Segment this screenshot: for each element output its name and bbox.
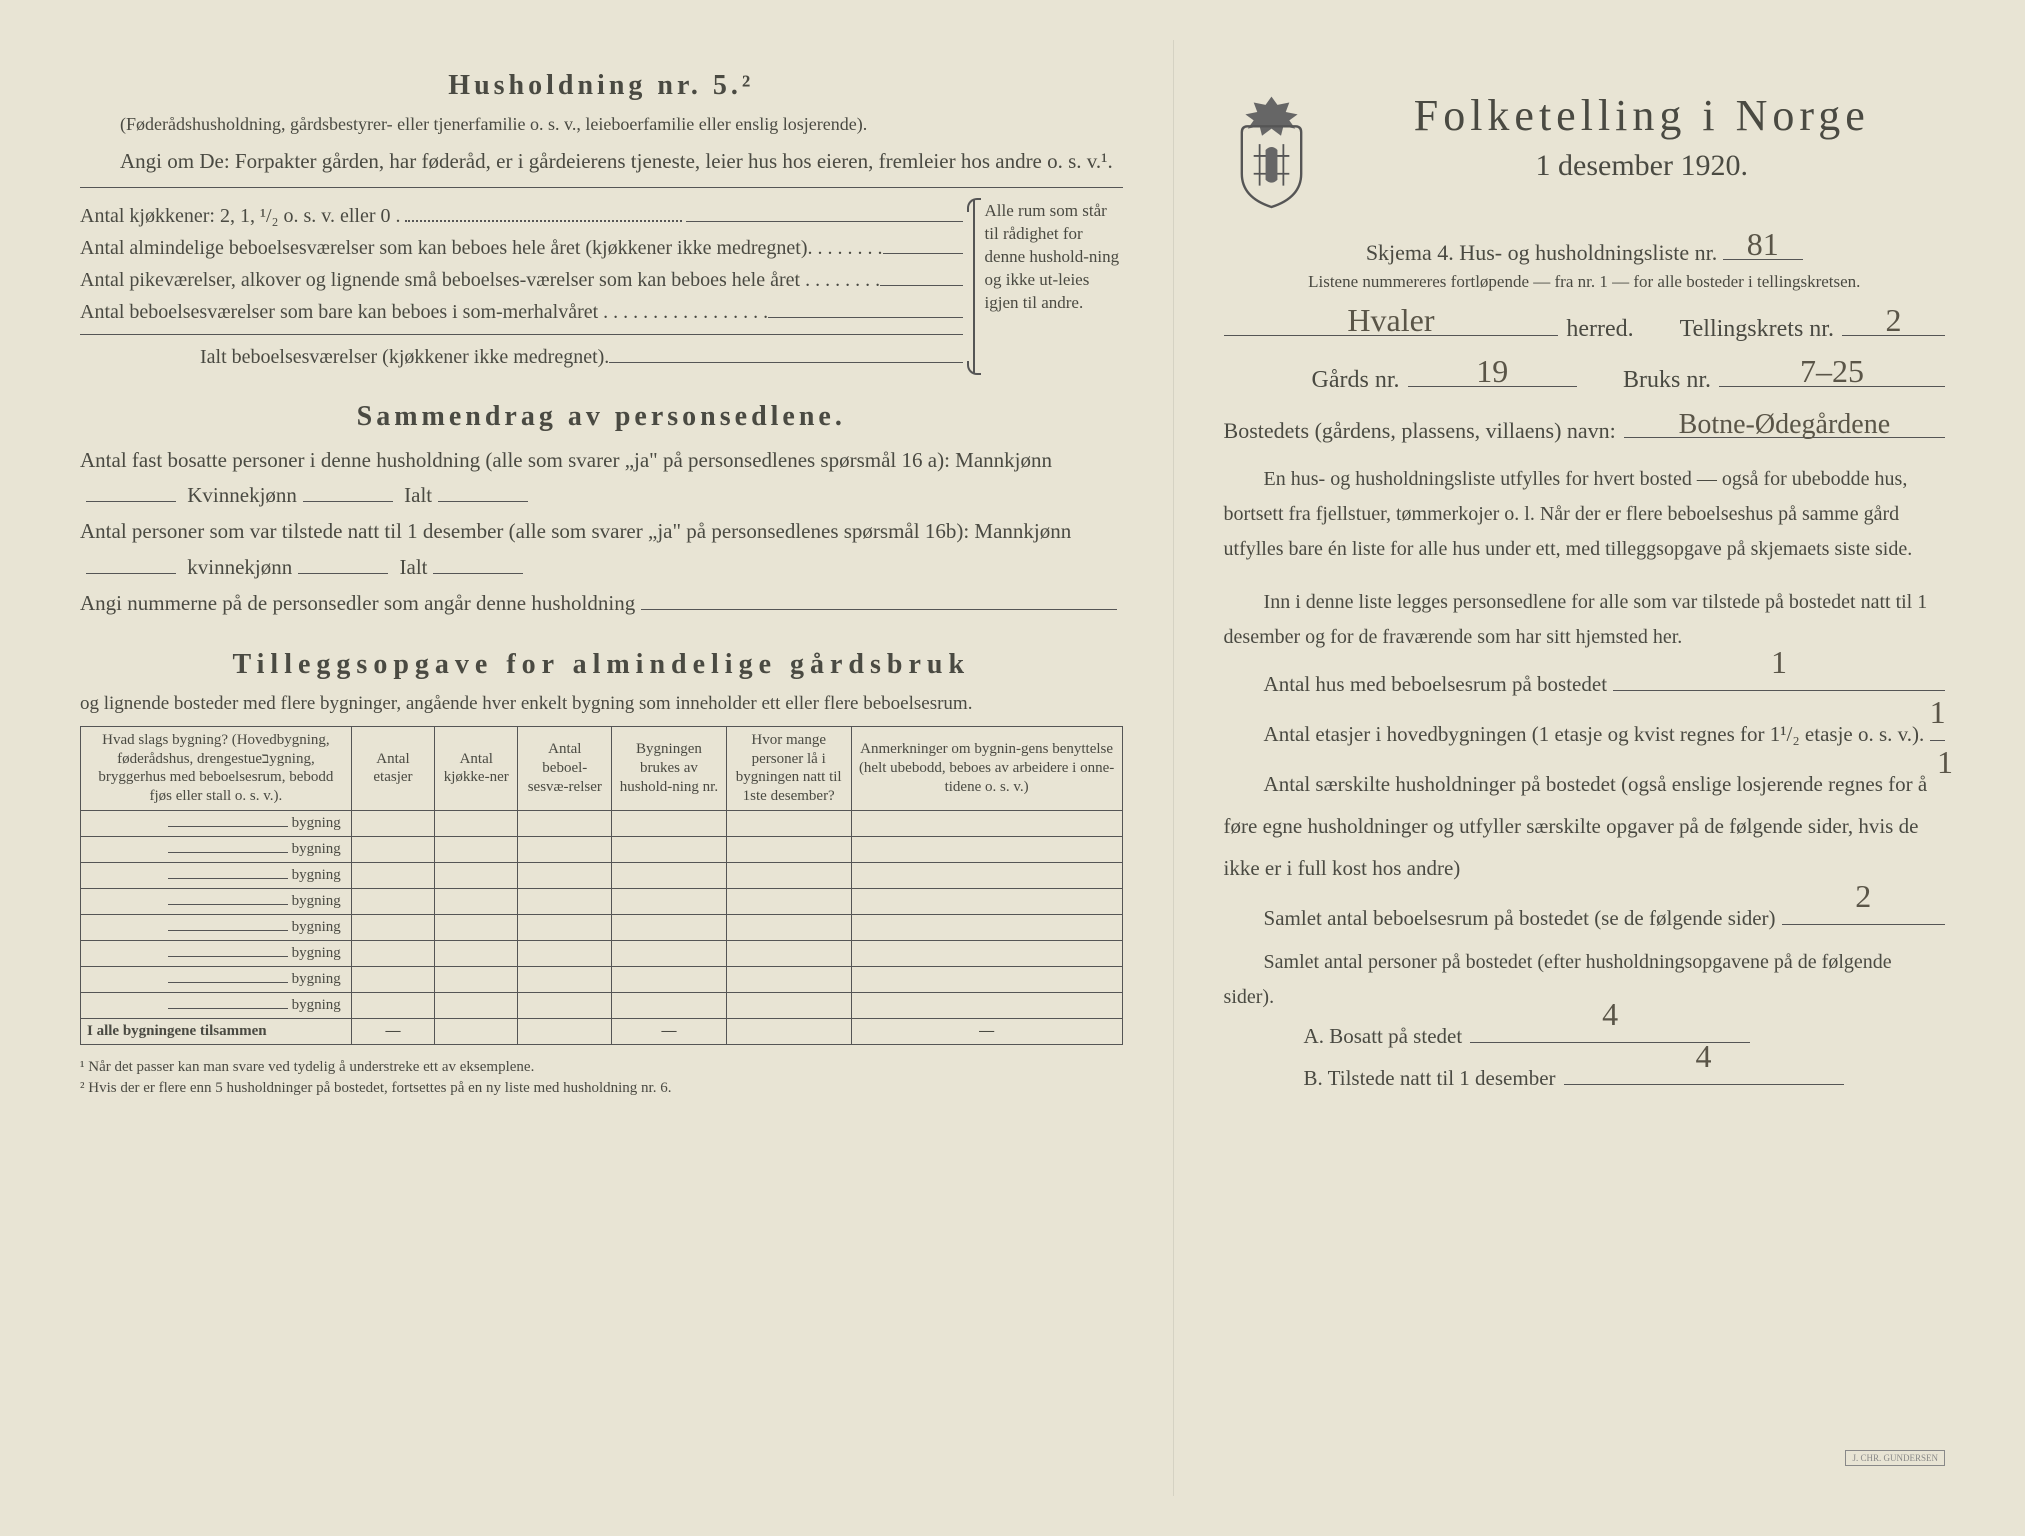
table-row: bygning — [81, 914, 1123, 940]
qa-row: A. Bosatt på stedet 4 — [1304, 1015, 1945, 1057]
room-count-block: Antal kjøkkener: 2, 1, ¹/₂ o. s. v. elle… — [80, 200, 1123, 373]
row-alm: Antal almindelige beboelsesværelser som … — [80, 232, 963, 264]
gards-row: Gårds nr. 19 Bruks nr. 7–25 — [1224, 367, 1945, 394]
table-total-row: I alle bygningene tilsammen ——— — [81, 1018, 1123, 1044]
q3-row: Antal særskilte husholdninger på bostede… — [1224, 763, 1945, 889]
q2-row: Antal etasjer i hovedbygningen (1 etasje… — [1224, 713, 1945, 755]
table-row: bygning — [81, 862, 1123, 888]
footnotes: ¹ Når det passer kan man svare ved tydel… — [80, 1057, 1123, 1099]
sammen-row3: Angi nummerne på de personsedler som ang… — [80, 586, 1123, 622]
para-1: En hus- og husholdningsliste utfylles fo… — [1224, 462, 1945, 567]
herred-row: Hvaler herred. Tellingskrets nr. 2 — [1224, 316, 1945, 343]
q3-value: 1 — [1937, 730, 1953, 794]
main-title: Folketelling i Norge — [1339, 90, 1945, 141]
left-page: Husholdning nr. 5.² (Føderådshusholdning… — [30, 40, 1174, 1496]
q5-text: Samlet antal personer på bostedet (efter… — [1224, 945, 1945, 1015]
th-personer: Hvor mange personer lå i bygningen natt … — [726, 726, 851, 810]
table-row: bygning — [81, 888, 1123, 914]
sammendrag-title: Sammendrag av personsedlene. — [80, 401, 1123, 433]
bosted-row: Bostedets (gårdens, plassens, villaens) … — [1224, 418, 1945, 444]
th-anm: Anmerkninger om bygnin-gens benyttelse (… — [851, 726, 1122, 810]
ab-list: A. Bosatt på stedet 4 B. Tilstede natt t… — [1304, 1015, 1945, 1099]
footnote-1: ¹ Når det passer kan man svare ved tydel… — [80, 1057, 1123, 1078]
angi-text: Angi om De: Forpakter gården, har føderå… — [80, 145, 1123, 179]
row-pike: Antal pikeværelser, alkover og lignende … — [80, 264, 963, 296]
q1-row: Antal hus med beboelsesrum på bostedet 1 — [1224, 663, 1945, 705]
list-note: Listene nummereres fortløpende — fra nr.… — [1224, 272, 1945, 292]
household-note: (Føderådshusholdning, gårdsbestyrer- ell… — [80, 112, 1123, 137]
table-row: bygning — [81, 810, 1123, 836]
bracket-note: Alle rum som står til rådighet for denne… — [973, 200, 1123, 373]
th-hushold: Bygningen brukes av hushold-ning nr. — [612, 726, 727, 810]
row-kjokken: Antal kjøkkener: 2, 1, ¹/₂ o. s. v. elle… — [80, 200, 963, 232]
table-row: bygning — [81, 992, 1123, 1018]
krets-value: 2 — [1885, 302, 1901, 339]
sammen-row1: Antal fast bosatte personer i denne hush… — [80, 443, 1123, 514]
table-row: bygning — [81, 940, 1123, 966]
th-type: Hvad slags bygning? (Hovedbygning, føder… — [81, 726, 352, 810]
table-header-row: Hvad slags bygning? (Hovedbygning, føder… — [81, 726, 1123, 810]
qa-value: 4 — [1602, 982, 1618, 1046]
right-page: Folketelling i Norge 1 desember 1920. Sk… — [1174, 40, 1995, 1496]
herred-value: Hvaler — [1347, 302, 1434, 339]
sammen-row2: Antal personer som var tilstede natt til… — [80, 514, 1123, 585]
schema-value: 81 — [1747, 226, 1779, 263]
crest-icon — [1224, 90, 1319, 210]
bosted-value: Botne-Ødegårdene — [1679, 409, 1890, 441]
bruks-value: 7–25 — [1800, 353, 1864, 390]
footnote-2: ² Hvis der er flere enn 5 husholdninger … — [80, 1078, 1123, 1099]
gards-value: 19 — [1476, 353, 1508, 390]
para-2: Inn i denne liste legges personsedlene f… — [1224, 585, 1945, 655]
row-ialt: Ialt beboelsesværelser (kjøkkener ikke m… — [80, 341, 963, 373]
q4-value: 2 — [1855, 864, 1871, 928]
q4-row: Samlet antal beboelsesrum på bostedet (s… — [1224, 897, 1945, 939]
printer-stamp: J. CHR. GUNDERSEN — [1845, 1450, 1945, 1466]
household-heading: Husholdning nr. 5.² — [80, 70, 1123, 102]
tillegg-sub: og lignende bosteder med flere bygninger… — [80, 691, 1123, 718]
qb-row: B. Tilstede natt til 1 desember 4 — [1304, 1057, 1945, 1099]
building-table: Hvad slags bygning? (Hovedbygning, føder… — [80, 726, 1123, 1045]
tillegg-title: Tilleggsopgave for almindelige gårdsbruk — [80, 649, 1123, 681]
th-beboel: Antal beboel-sesvæ-relser — [518, 726, 612, 810]
th-kjokken: Antal kjøkke-ner — [435, 726, 518, 810]
q1-value: 1 — [1771, 630, 1787, 694]
table-row: bygning — [81, 836, 1123, 862]
row-sommer: Antal beboelsesværelser som bare kan beb… — [80, 296, 963, 328]
schema-line: Skjema 4. Hus- og husholdningsliste nr. … — [1224, 240, 1945, 266]
table-row: bygning — [81, 966, 1123, 992]
qb-value: 4 — [1696, 1024, 1712, 1088]
sub-title: 1 desember 1920. — [1339, 149, 1945, 183]
th-etasjer: Antal etasjer — [351, 726, 434, 810]
